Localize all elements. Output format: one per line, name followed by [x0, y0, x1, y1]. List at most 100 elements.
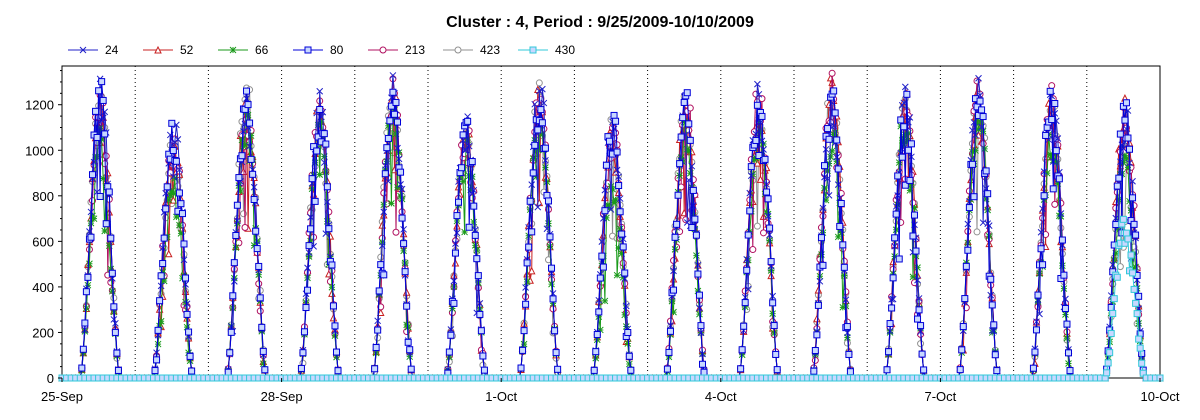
data-point	[105, 242, 113, 250]
data-point	[1065, 360, 1072, 367]
data-point	[388, 199, 395, 207]
data-point	[694, 287, 702, 295]
data-point	[398, 214, 406, 222]
data-point	[993, 367, 1001, 375]
data-point	[89, 171, 96, 179]
data-point	[450, 277, 458, 285]
data-point	[473, 255, 481, 263]
data-point	[84, 273, 92, 281]
data-point	[1132, 263, 1139, 271]
data-point	[830, 87, 838, 95]
data-point	[840, 263, 848, 271]
data-point	[842, 296, 850, 304]
data-point	[105, 188, 113, 196]
data-point	[177, 230, 185, 237]
data-point	[477, 327, 485, 335]
data-point	[1042, 231, 1050, 239]
data-point	[888, 304, 896, 312]
data-point	[154, 45, 162, 54]
data-point	[101, 130, 109, 138]
data-point	[255, 262, 263, 270]
data-point	[113, 349, 121, 357]
legend-item-213: 213	[368, 43, 425, 57]
data-point	[836, 222, 844, 230]
data-point	[831, 109, 839, 117]
data-point	[316, 106, 324, 114]
data-point	[604, 201, 612, 209]
data-point	[317, 118, 325, 126]
data-point	[991, 351, 999, 359]
data-point	[333, 348, 340, 356]
data-point	[403, 302, 411, 310]
data-point	[400, 225, 407, 233]
data-point	[480, 366, 488, 374]
data-point	[1115, 174, 1123, 182]
data-point	[328, 261, 336, 269]
data-point	[304, 286, 312, 294]
data-point	[619, 259, 627, 267]
data-point	[818, 251, 825, 258]
data-point	[895, 159, 903, 166]
data-point	[753, 101, 761, 109]
data-point	[522, 284, 529, 291]
data-point	[822, 196, 830, 204]
data-point	[1034, 291, 1042, 299]
y-tick-label: 200	[32, 325, 54, 340]
data-point	[535, 79, 543, 87]
data-point	[770, 322, 778, 330]
data-point	[599, 263, 607, 271]
data-point	[386, 117, 394, 125]
data-point	[920, 366, 928, 374]
data-point	[390, 110, 398, 118]
data-point	[914, 276, 921, 284]
data-point	[232, 244, 240, 251]
data-point	[470, 186, 478, 194]
data-point	[1049, 185, 1057, 193]
data-point	[247, 132, 255, 140]
data-point	[967, 175, 975, 184]
data-point	[229, 46, 237, 54]
data-point	[990, 321, 998, 329]
data-point	[1062, 311, 1069, 318]
data-point	[473, 246, 481, 254]
data-point	[686, 104, 694, 112]
data-point	[526, 197, 534, 205]
data-point	[593, 331, 601, 339]
data-point	[404, 323, 412, 331]
data-point	[182, 274, 190, 282]
legend-label: 213	[405, 43, 425, 57]
data-point	[178, 210, 186, 218]
data-point	[907, 140, 915, 148]
data-point	[529, 169, 537, 177]
data-point	[1121, 152, 1129, 160]
data-point	[677, 133, 685, 141]
data-point	[1106, 349, 1114, 357]
data-point	[531, 100, 539, 108]
data-point	[451, 249, 459, 257]
data-point	[898, 153, 906, 161]
data-point	[160, 234, 168, 242]
data-point	[673, 220, 681, 228]
data-point	[552, 349, 560, 357]
data-point	[909, 232, 917, 240]
y-tick-label: 0	[47, 371, 54, 386]
data-point	[845, 350, 853, 358]
data-point	[615, 244, 622, 252]
data-point	[1060, 271, 1068, 279]
data-point	[900, 99, 908, 107]
data-point	[695, 291, 703, 299]
data-point	[323, 198, 331, 206]
data-point	[165, 196, 173, 204]
legend-item-430: 430	[518, 43, 575, 57]
data-point	[108, 269, 116, 277]
data-point	[811, 347, 819, 355]
data-point	[538, 119, 546, 127]
data-point	[471, 231, 479, 239]
data-point	[186, 352, 194, 360]
data-point	[162, 205, 170, 213]
data-point	[160, 277, 168, 285]
data-point	[596, 326, 604, 334]
data-point	[764, 195, 772, 203]
data-point	[176, 221, 183, 229]
data-point	[972, 131, 979, 139]
